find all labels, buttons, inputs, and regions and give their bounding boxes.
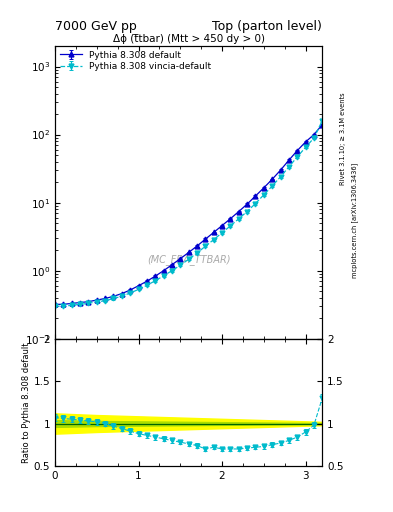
Text: 7000 GeV pp: 7000 GeV pp — [55, 20, 137, 33]
Text: (MC_FBA_TTBAR): (MC_FBA_TTBAR) — [147, 254, 230, 265]
Title: Δϕ (t̅tbar) (Mtt > 450 dy > 0): Δϕ (t̅tbar) (Mtt > 450 dy > 0) — [113, 34, 264, 44]
Y-axis label: Ratio to Pythia 8.308 default: Ratio to Pythia 8.308 default — [22, 342, 31, 462]
Text: Top (parton level): Top (parton level) — [212, 20, 322, 33]
Text: Rivet 3.1.10; ≥ 3.1M events: Rivet 3.1.10; ≥ 3.1M events — [340, 92, 346, 184]
Text: mcplots.cern.ch [arXiv:1306.3436]: mcplots.cern.ch [arXiv:1306.3436] — [352, 162, 358, 278]
Legend: Pythia 8.308 default, Pythia 8.308 vincia-default: Pythia 8.308 default, Pythia 8.308 vinci… — [58, 49, 213, 73]
